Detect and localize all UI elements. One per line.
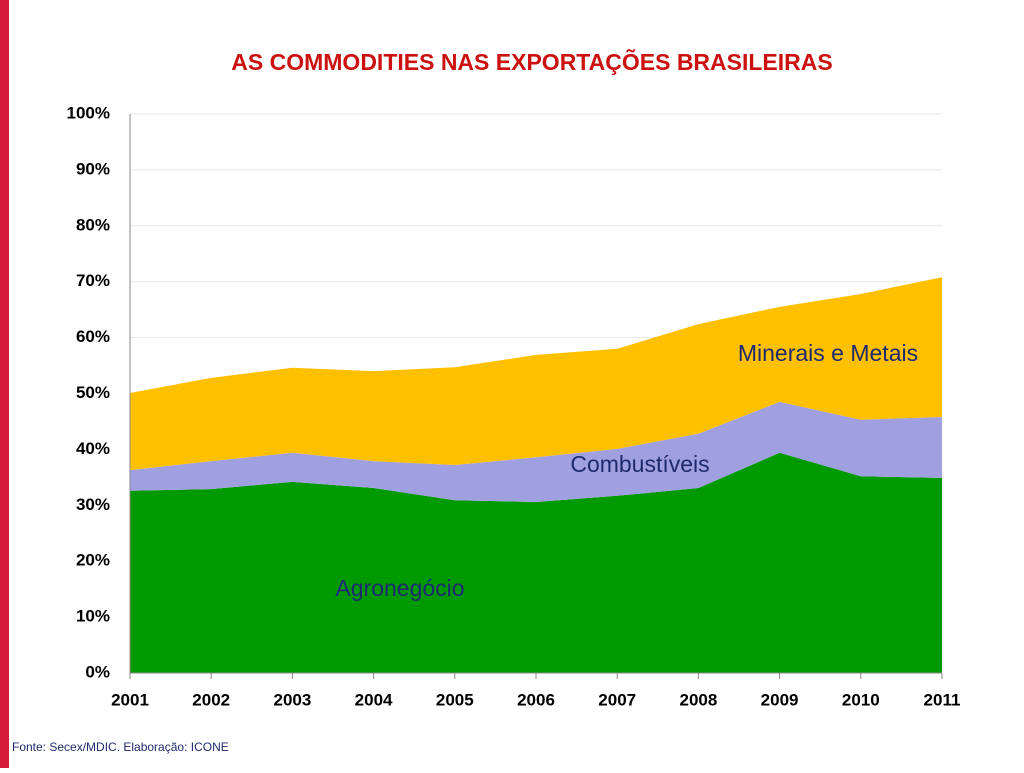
x-tick-label: 2004 [355, 690, 393, 709]
x-tick-label: 2008 [679, 690, 717, 709]
y-tick-label: 100% [67, 103, 110, 122]
y-tick-label: 30% [76, 495, 110, 514]
y-tick-label: 10% [76, 607, 110, 626]
y-tick-label: 20% [76, 551, 110, 570]
chart-title: AS COMMODITIES NAS EXPORTAÇÕES BRASILEIR… [231, 48, 832, 75]
x-tick-label: 2009 [761, 690, 799, 709]
y-tick-label: 50% [76, 383, 110, 402]
x-tick-label: 2010 [842, 690, 880, 709]
source-note: Fonte: Secex/MDIC. Elaboração: ICONE [12, 740, 229, 754]
side-bar [0, 0, 9, 768]
x-tick-label: 2011 [924, 690, 961, 709]
area [130, 401, 942, 502]
x-tick-label: 2006 [517, 690, 555, 709]
y-tick-label: 90% [76, 159, 110, 178]
area [130, 277, 942, 471]
y-tick-label: 40% [76, 439, 110, 458]
y-tick-label: 70% [76, 271, 110, 290]
x-tick-label: 2003 [273, 690, 311, 709]
x-tick-label: 2001 [111, 690, 149, 709]
series-label: Agronegócio [335, 575, 464, 601]
y-tick-label: 60% [76, 327, 110, 346]
series-label: Minerais e Metais [738, 340, 918, 366]
series-label: Combustíveis [570, 451, 709, 477]
x-tick-label: 2007 [598, 690, 636, 709]
x-tick-label: 2005 [436, 690, 474, 709]
x-tick-label: 2002 [192, 690, 230, 709]
y-tick-label: 80% [76, 215, 110, 234]
area [130, 452, 942, 673]
y-tick-label: 0% [85, 662, 110, 681]
